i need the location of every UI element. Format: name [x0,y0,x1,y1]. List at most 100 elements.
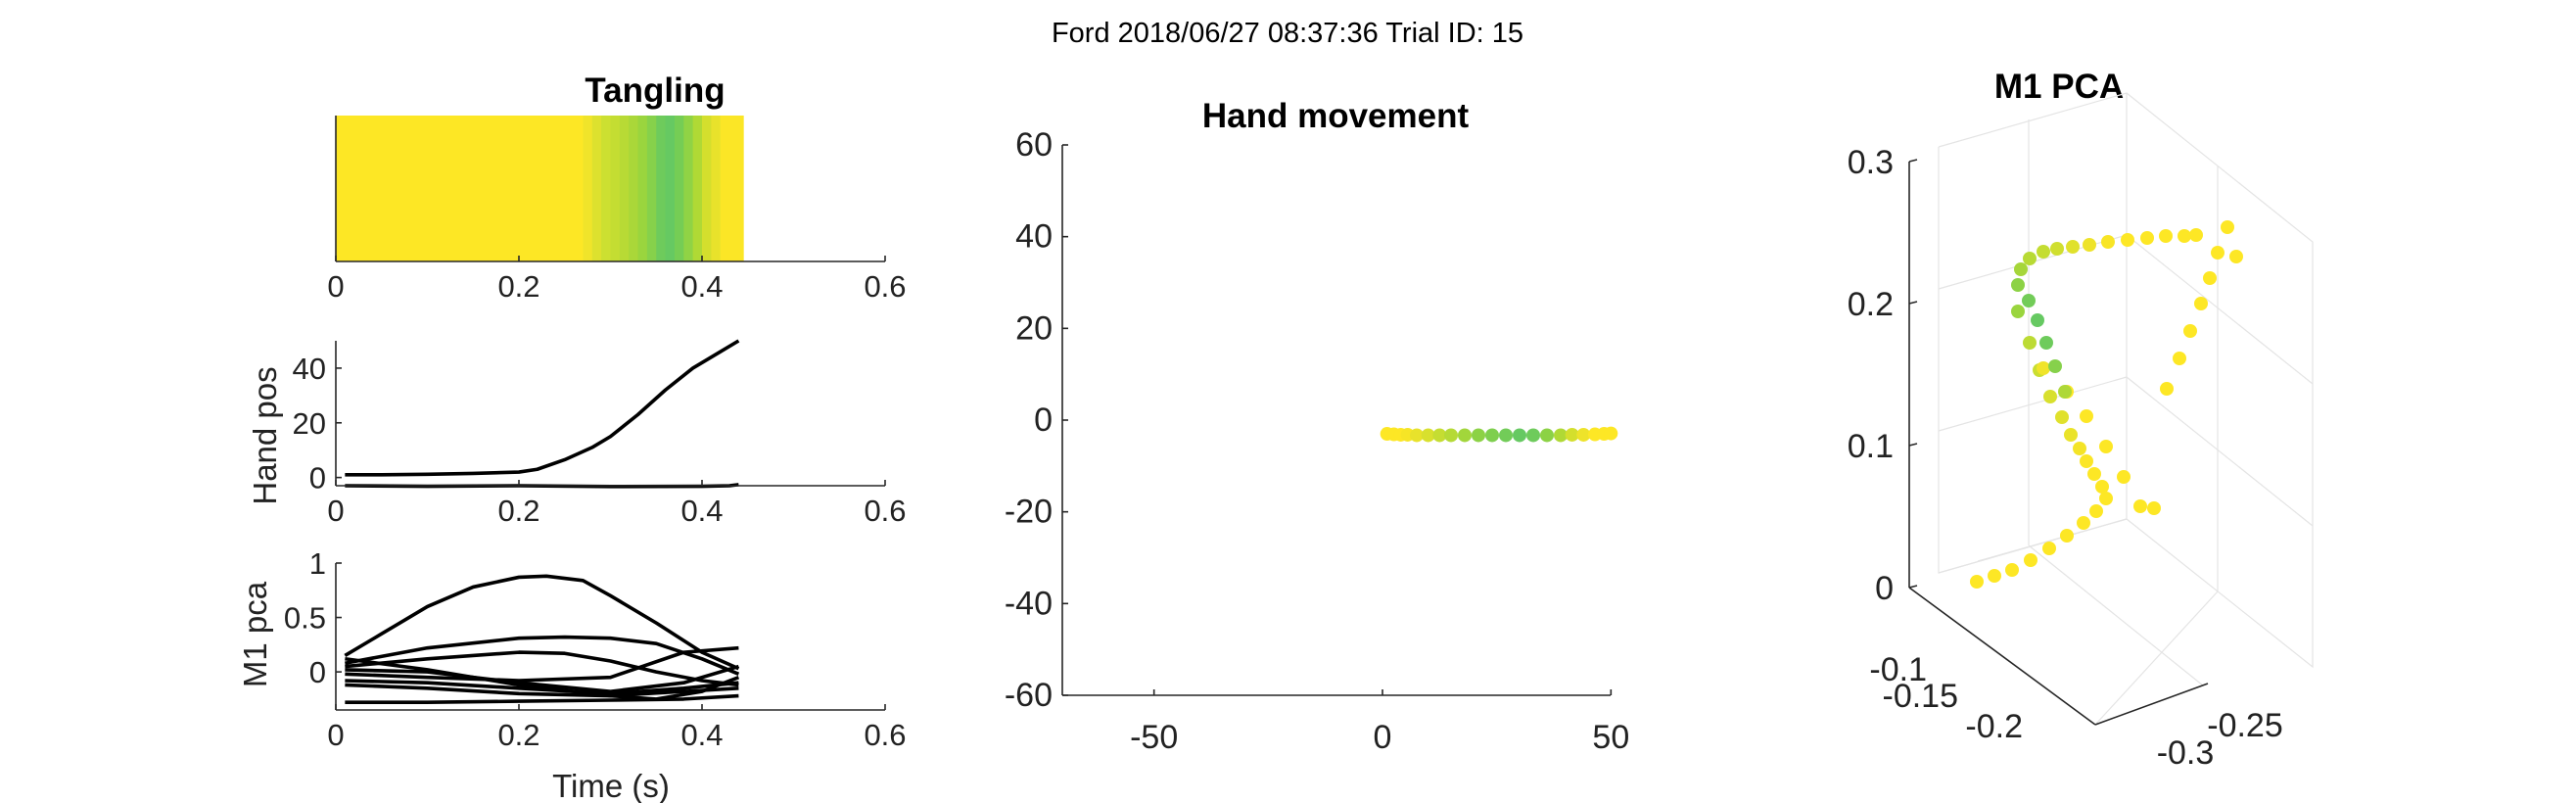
hand-movement-ytick-label: 0 [1034,402,1053,439]
tangling-cell [601,116,612,261]
m1-pca-3d-title: M1 PCA [1994,68,2124,106]
m1-pca-3d-point [2159,229,2173,243]
m1-pca-3d-point [2099,440,2113,453]
m1-pca-xtick-label: 0 [327,718,344,752]
hand-movement-point [1565,427,1579,442]
m1-pca-3d-point [2066,240,2080,254]
m1-pca-3d-point [2117,470,2131,484]
hand-movement-ticks: -50 0 50 60 40 20 0 -20 -40 -60 [1005,126,1629,756]
hand-movement-xtick-label: 50 [1592,719,1629,756]
m1-pca-3d-point [2060,529,2074,543]
tangling-cell [610,116,621,261]
tangling-xtick-label: 0.6 [864,269,906,304]
tangling-cell [720,116,744,261]
m1-pca-traces-panel: 0 0.2 0.4 0.6 0 0.5 1 M1 pca Time (s) [237,546,907,803]
hand-movement-point [1432,428,1447,443]
tangling-cell [336,116,585,261]
m1-pca-3d-point [2203,271,2217,285]
m1-pca-ytick-label: 1 [309,546,326,581]
hand-movement-title: Hand movement [1202,97,1470,135]
tangling-cell [656,116,667,261]
m1-pca-3d-point [2037,361,2050,375]
tangling-cell [619,116,630,261]
hand-movement-point [1485,428,1499,443]
m1-pca-3d-point [2011,305,2025,318]
hand-pos-ytick-label: 40 [293,352,326,386]
m1-pca-3d-point [2037,245,2050,259]
m1-pca-xtick-label: 0.6 [864,718,906,752]
tangling-title: Tangling [585,71,725,110]
m1-pca-ytick-label: 0.5 [284,601,326,636]
m1-pca-3d-point [2042,542,2056,555]
m1-pca-xlabel: Time (s) [552,768,670,803]
hand-movement-ytick-label: -40 [1005,585,1053,622]
m1-pca-3d-panel: M1 PCA 0 0.1 0.2 0.3 -0.1-0.15-0.2 -0.3-0.25 [1848,68,2314,772]
m1-pca-3d-point [2080,409,2093,423]
hand-movement-point [1458,428,1472,443]
tangling-cell [674,116,684,261]
m1-pca-3d-points [1970,220,2243,589]
hand-movement-point [1540,428,1554,443]
m1-pca-3d-point [2080,454,2093,468]
m1-pca-3d-point [2055,410,2069,424]
hand-movement-ytick-label: -60 [1005,677,1053,714]
m1-pca-3d-point [1970,575,1984,589]
m1-pca-3d-point [2189,228,2203,242]
tangling-cell [711,116,722,261]
hand-pos-traces [345,339,740,489]
m1-pca-3d-ytick-label: -0.1 [1869,651,1927,688]
m1-pca-3d-point [2048,359,2062,373]
m1-pca-traces [344,574,740,705]
m1-pca-3d-ztick-label: 0.1 [1848,428,1894,465]
m1-pca-3d-point [2089,504,2103,518]
m1-pca-3d-ytick-label: -0.15 [1883,678,1959,715]
m1-pca-3d-ztick-mark [1908,301,1918,305]
hand-movement-point [1576,427,1591,442]
hand-pos-ticks: 0 0.2 0.4 0.6 0 20 40 [293,352,907,528]
tangling-cell [583,116,593,261]
tangling-cell [637,116,648,261]
m1-pca-3d-point [2101,235,2115,249]
m1-pca-3d-point [2073,442,2086,455]
m1-pca-3d-point [2211,246,2225,260]
m1-pca-3d-ztick-mark [1908,443,1918,447]
m1-pca-3d-ztick-mark [1908,159,1918,163]
hand-movement-point [1499,428,1513,443]
m1-pca-3d-point [2022,294,2036,307]
m1-pca-xtick-label: 0.4 [680,718,723,752]
tangling-cell [702,116,712,261]
tangling-cell [591,116,602,261]
m1-pca-3d-point [2183,324,2197,338]
m1-pca-3d-point [2039,336,2053,350]
m1-pca-series-line [345,656,740,701]
m1-pca-3d-point [2083,238,2096,252]
m1-pca-series-line [345,683,739,698]
m1-pca-3d-ztick-label: 0 [1875,570,1894,607]
m1-pca-3d-point [2160,382,2174,396]
m1-pca-ylabel: M1 pca [237,581,273,687]
m1-pca-3d-point [2064,428,2078,442]
m1-pca-series-line [345,635,740,676]
m1-pca-ticks: 0 0.2 0.4 0.6 0 0.5 1 [284,546,907,752]
hand-pos-xtick-label: 0.2 [497,494,539,528]
hand-pos-ytick-label: 20 [293,406,326,441]
hand-movement-ytick-label: -20 [1005,494,1053,531]
hand-movement-point [1472,428,1485,443]
hand-pos-ylabel: Hand pos [247,366,283,504]
m1-pca-3d-point [2087,467,2101,481]
hand-movement-panel: Hand movement -50 0 50 60 40 20 0 -20 -40 -60 [1005,97,1629,756]
m1-pca-3d-point [2221,220,2234,234]
tangling-cell [646,116,657,261]
tangling-xtick-label: 0 [327,269,344,304]
m1-pca-3d-point [2140,231,2154,245]
hand-pos-xtick-label: 0 [327,494,344,528]
m1-pca-3d-point [2023,336,2037,350]
tangling-cell [683,116,694,261]
hand-pos-series-line [345,339,740,477]
hand-movement-point [1513,428,1526,443]
tangling-cell [692,116,703,261]
tangling-x-ticks: 0 0.2 0.4 0.6 [327,256,907,304]
m1-pca-3d-point [2099,492,2113,505]
hand-movement-xtick-label: 0 [1374,719,1392,756]
